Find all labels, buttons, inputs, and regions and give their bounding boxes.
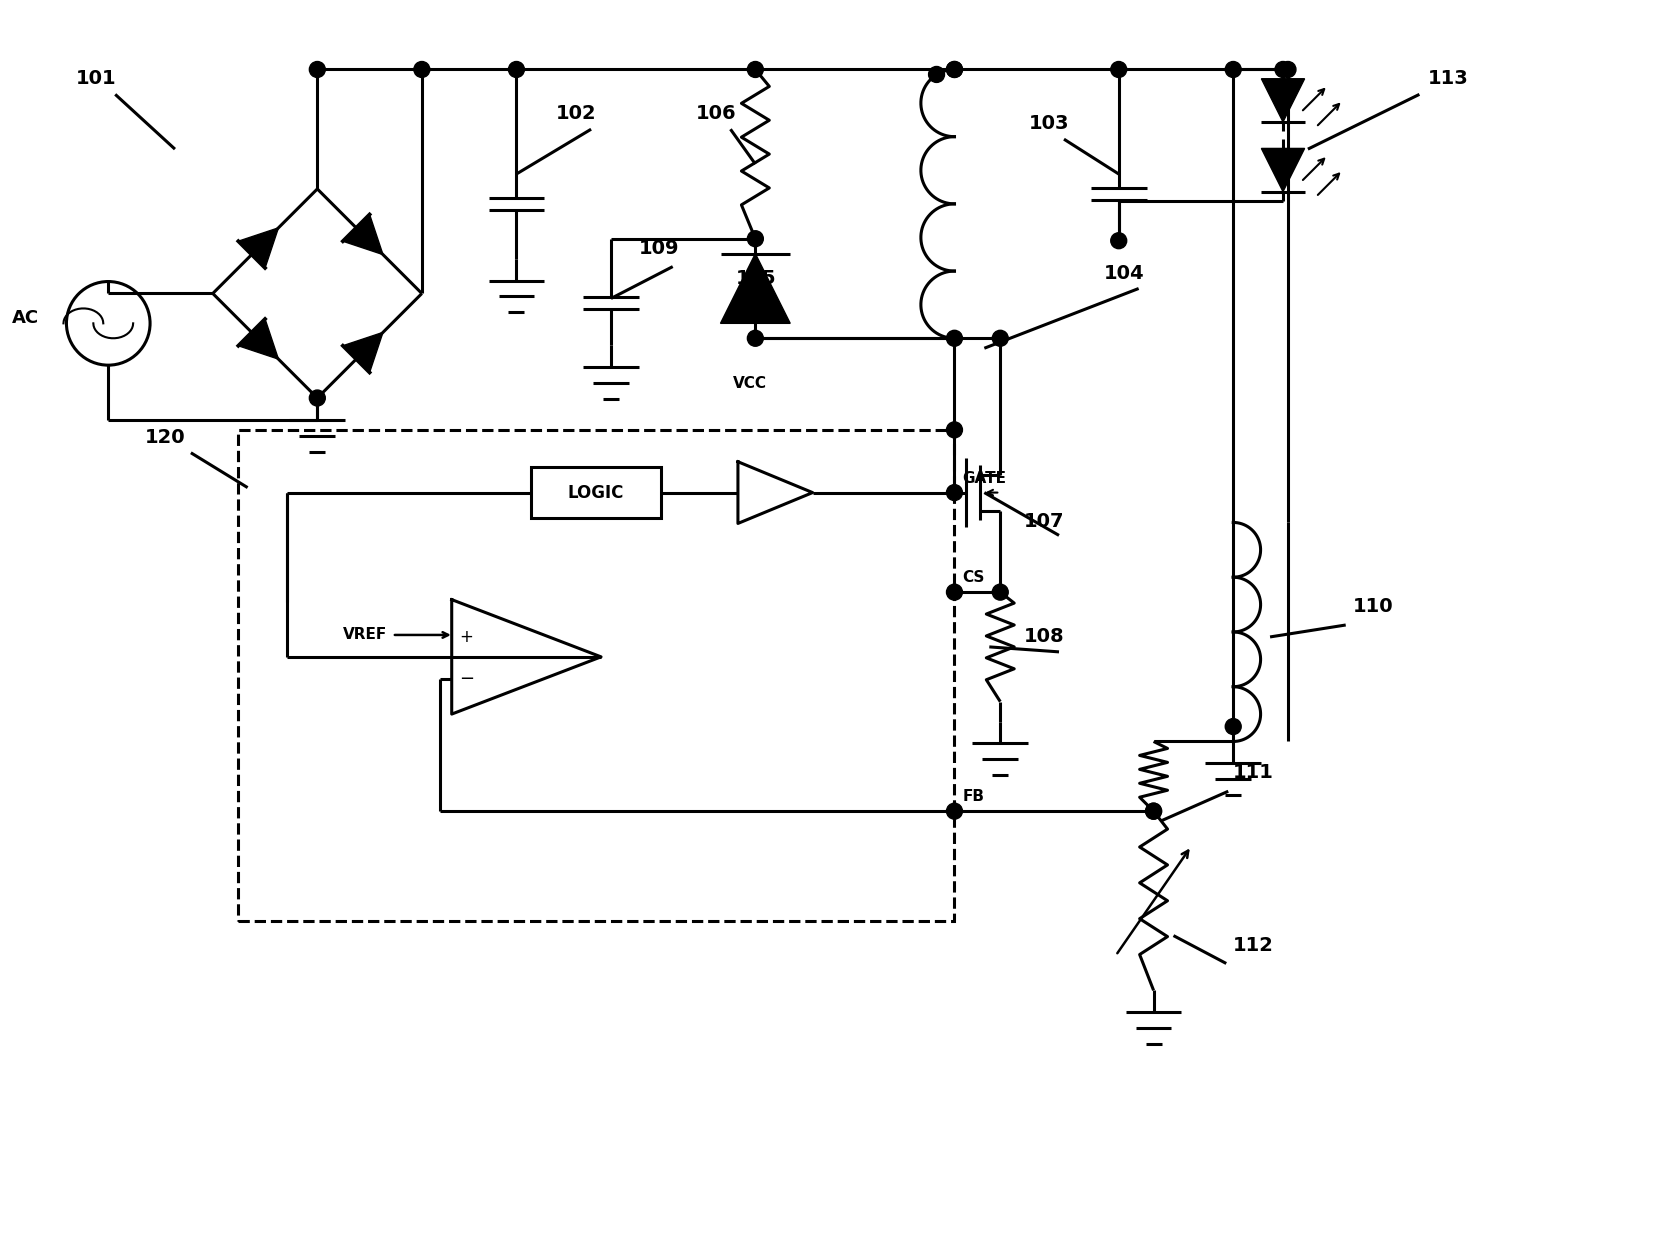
Text: 112: 112 <box>1234 935 1274 954</box>
Circle shape <box>946 584 963 600</box>
Text: 111: 111 <box>1234 763 1274 782</box>
Circle shape <box>747 330 764 347</box>
Text: 104: 104 <box>1104 263 1144 283</box>
Circle shape <box>991 584 1008 600</box>
Text: 113: 113 <box>1428 70 1468 89</box>
Circle shape <box>1110 233 1127 248</box>
Text: AC: AC <box>12 309 38 328</box>
Text: 103: 103 <box>1030 115 1070 133</box>
Text: −: − <box>460 670 475 688</box>
Circle shape <box>946 421 963 438</box>
Text: GATE: GATE <box>963 470 1007 485</box>
Circle shape <box>309 390 326 407</box>
Circle shape <box>991 330 1008 347</box>
Text: 110: 110 <box>1353 597 1393 616</box>
Circle shape <box>946 803 963 819</box>
Circle shape <box>1226 61 1241 77</box>
Text: 101: 101 <box>75 70 115 89</box>
Text: 120: 120 <box>145 428 186 446</box>
Circle shape <box>946 330 963 347</box>
Polygon shape <box>239 228 279 268</box>
Text: 109: 109 <box>639 238 679 258</box>
Polygon shape <box>343 214 383 254</box>
Circle shape <box>1281 61 1296 77</box>
Circle shape <box>1276 61 1291 77</box>
Circle shape <box>1110 61 1127 77</box>
Polygon shape <box>343 333 383 373</box>
Circle shape <box>946 61 963 77</box>
Polygon shape <box>1261 148 1304 192</box>
Circle shape <box>928 66 945 82</box>
Circle shape <box>946 61 963 77</box>
Text: VREF: VREF <box>343 627 386 642</box>
Circle shape <box>309 61 326 77</box>
Polygon shape <box>239 319 279 359</box>
Polygon shape <box>1261 79 1304 122</box>
Circle shape <box>415 61 430 77</box>
Circle shape <box>747 61 764 77</box>
Text: FB: FB <box>963 789 985 804</box>
Circle shape <box>946 485 963 500</box>
FancyBboxPatch shape <box>532 466 660 519</box>
Circle shape <box>1226 718 1241 734</box>
Text: 108: 108 <box>1025 627 1065 646</box>
Text: CS: CS <box>963 570 985 585</box>
Text: 102: 102 <box>557 105 597 123</box>
Circle shape <box>508 61 525 77</box>
FancyBboxPatch shape <box>237 430 955 920</box>
Text: VCC: VCC <box>734 377 767 392</box>
Circle shape <box>1145 803 1162 819</box>
Text: 107: 107 <box>1025 513 1065 531</box>
Text: 105: 105 <box>736 268 776 288</box>
Circle shape <box>1145 803 1162 819</box>
Text: LOGIC: LOGIC <box>568 484 624 501</box>
Text: +: + <box>460 628 473 646</box>
Polygon shape <box>721 253 791 323</box>
Circle shape <box>747 231 764 247</box>
Text: 106: 106 <box>696 105 736 123</box>
